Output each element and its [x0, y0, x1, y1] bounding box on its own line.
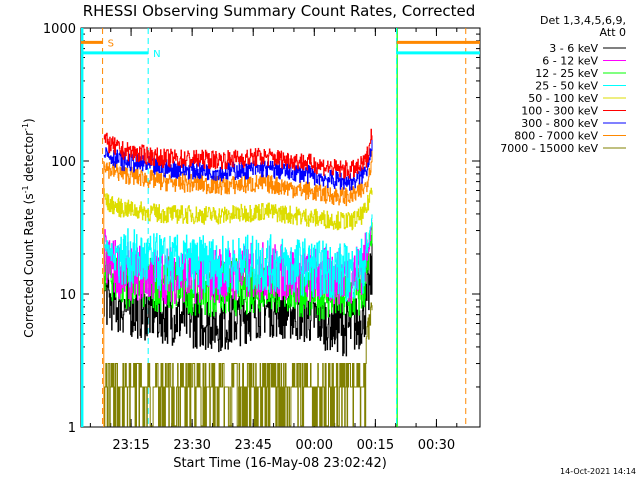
legend-item-label: 100 - 300 keV — [521, 105, 598, 118]
y-axis-label-main: Corrected Count Rate (s — [22, 193, 36, 337]
status-bars: SN — [81, 38, 480, 60]
legend-item-label: 6 - 12 keV — [542, 55, 598, 68]
y-axis-label-end: ) — [22, 118, 36, 123]
series-layer — [103, 128, 373, 427]
y-axis-label: Corrected Count Rate (s-1 detector-1) — [21, 118, 36, 337]
legend-item-label: 800 - 7000 keV — [514, 130, 598, 143]
legend-item-label: 25 - 50 keV — [535, 80, 598, 93]
saa-span — [396, 28, 398, 427]
x-axis-label: Start Time (16-May-08 23:02:42) — [173, 456, 387, 471]
y-tick-label: 1000 — [43, 22, 76, 37]
timestamp: 14-Oct-2021 14:14 — [560, 467, 636, 476]
legend-item-label: 12 - 25 keV — [535, 67, 598, 80]
legend-item-label: 3 - 6 keV — [549, 42, 598, 55]
x-tick-label: 00:00 — [296, 438, 333, 453]
chart-title: RHESSI Observing Summary Count Rates, Co… — [83, 2, 476, 20]
legend-item-label: 300 - 800 keV — [521, 117, 598, 130]
x-tick-label: 23:45 — [234, 438, 271, 453]
series-line — [103, 214, 373, 302]
status-bar-label: N — [153, 49, 160, 60]
legend-item-label: 7000 - 15000 keV — [500, 142, 598, 155]
y-axis-label-mid: detector — [22, 131, 36, 186]
y-tick-label: 100 — [51, 155, 76, 170]
series-line — [103, 128, 373, 179]
y-axis-label-sup2: -1 — [21, 123, 30, 131]
series-line — [103, 302, 373, 427]
x-axis: 23:15 23:30 23:45 00:00 00:15 00:30 — [89, 28, 458, 453]
x-tick-label: 00:15 — [357, 438, 394, 453]
x-tick-label: 00:30 — [418, 438, 455, 453]
series-line — [103, 187, 373, 231]
y-tick-label: 1 — [68, 421, 76, 436]
saa-span — [81, 28, 84, 427]
legend-header-line1: Det 1,3,4,5,6,9, — [540, 14, 626, 27]
x-tick-label: 23:30 — [173, 438, 210, 453]
vertical-markers — [81, 28, 467, 427]
status-bar-label: S — [108, 38, 114, 49]
legend-item-label: 50 - 100 keV — [528, 92, 598, 105]
y-tick-label: 10 — [59, 288, 76, 303]
y-axis-label-sup1: -1 — [21, 185, 30, 193]
legend-header-line2: Att 0 — [600, 26, 626, 39]
x-tick-label: 23:15 — [112, 438, 149, 453]
series-line — [103, 138, 373, 191]
y-axis: 1 10 100 1000 — [43, 22, 480, 436]
